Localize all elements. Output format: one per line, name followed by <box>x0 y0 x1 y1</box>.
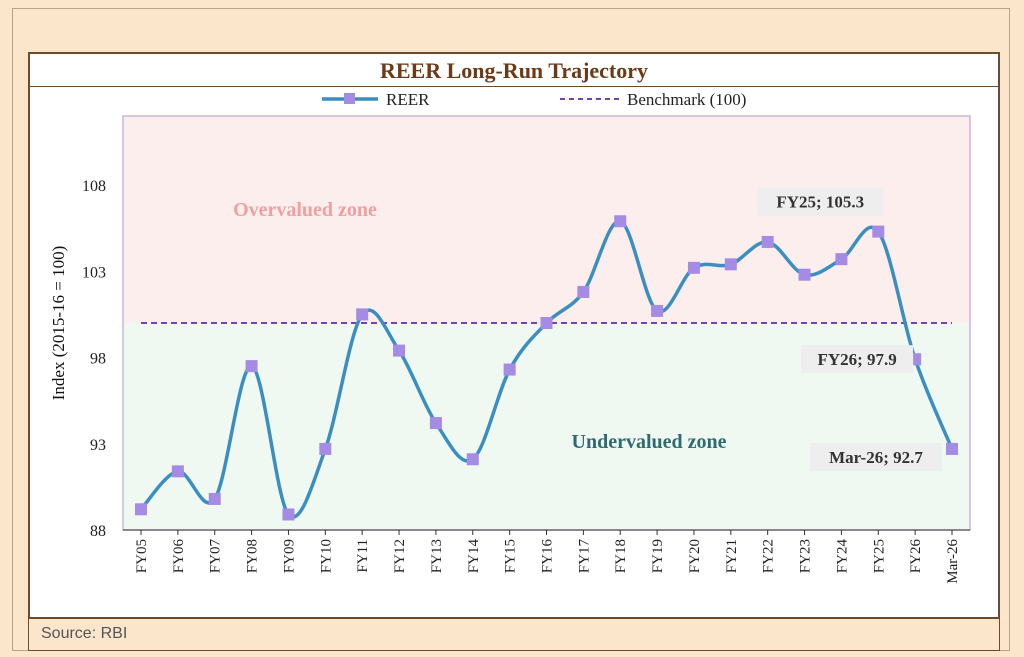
x-tick-label: FY20 <box>687 539 703 573</box>
overvalued-zone <box>123 116 970 323</box>
reer-data-point <box>171 465 184 478</box>
x-tick-label: FY22 <box>761 539 777 573</box>
reer-data-point <box>687 261 700 274</box>
reer-data-point <box>761 235 774 248</box>
reer-data-point <box>356 308 369 321</box>
y-tick-label: 103 <box>82 264 106 281</box>
x-tick-label: FY24 <box>834 539 850 574</box>
data-annotation: Mar-26; 92.7 <box>829 448 923 467</box>
y-tick-label: 98 <box>90 351 106 368</box>
x-tick-label: FY12 <box>392 539 408 573</box>
annotation-box <box>801 345 914 374</box>
x-tick-label: FY14 <box>466 539 482 574</box>
reer-data-point <box>540 317 553 329</box>
legend-reer-label: REER <box>386 90 430 109</box>
reer-data-point <box>282 508 295 521</box>
undervalued-zone-label: Undervalued zone <box>572 431 727 453</box>
legend-benchmark-label: Benchmark (100) <box>627 90 746 109</box>
chart-title: REER Long-Run Trajectory <box>30 54 998 87</box>
legend-reer-marker <box>344 93 355 104</box>
x-tick-label: FY10 <box>318 539 334 573</box>
y-axis-title: Index (2015-16 = 100) <box>49 246 68 401</box>
reer-data-point <box>798 268 811 281</box>
reer-data-point <box>503 363 516 376</box>
reer-data-point <box>614 215 627 228</box>
x-tick-label: FY16 <box>540 539 556 574</box>
reer-data-point <box>319 442 332 455</box>
reer-data-point <box>466 453 479 466</box>
reer-data-point <box>135 503 147 516</box>
annotation-box <box>757 187 884 216</box>
reer-data-point <box>577 285 590 298</box>
x-tick-label: FY13 <box>429 539 445 573</box>
x-tick-label: FY21 <box>724 539 740 573</box>
x-tick-label: FY11 <box>355 539 371 573</box>
data-annotation: FY26; 97.9 <box>817 350 896 369</box>
x-tick-label: FY06 <box>171 539 187 574</box>
x-tick-label: FY15 <box>503 539 519 573</box>
x-tick-label: FY26 <box>908 539 924 574</box>
reer-data-point <box>429 417 442 430</box>
reer-data-point <box>245 360 258 373</box>
reer-data-point <box>835 253 848 266</box>
overvalued-zone-label: Overvalued zone <box>233 199 377 221</box>
reer-series-line <box>139 219 954 519</box>
x-tick-label: Mar-26 <box>945 539 961 584</box>
annotation-box <box>810 442 942 471</box>
reer-data-point <box>946 442 958 455</box>
x-tick-label: FY23 <box>798 539 814 573</box>
x-tick-label: FY18 <box>613 539 629 573</box>
reer-data-point <box>872 225 885 238</box>
x-tick-label: FY25 <box>871 539 887 573</box>
reer-data-point <box>651 304 664 317</box>
data-annotation: FY25; 105.3 <box>776 193 864 212</box>
source-note: Source: RBI <box>28 619 1000 651</box>
y-tick-label: 93 <box>90 437 106 454</box>
x-tick-label: FY19 <box>650 539 666 573</box>
reer-data-point <box>724 258 737 271</box>
y-tick-label: 88 <box>90 523 106 540</box>
reer-data-point <box>208 492 221 505</box>
y-tick-label: 108 <box>82 178 106 195</box>
x-tick-label: FY05 <box>134 539 150 573</box>
x-tick-label: FY08 <box>245 539 261 573</box>
x-tick-label: FY17 <box>576 539 592 574</box>
reer-data-point <box>393 344 406 357</box>
x-tick-label: FY09 <box>281 539 297 573</box>
x-tick-label: FY07 <box>208 539 224 574</box>
